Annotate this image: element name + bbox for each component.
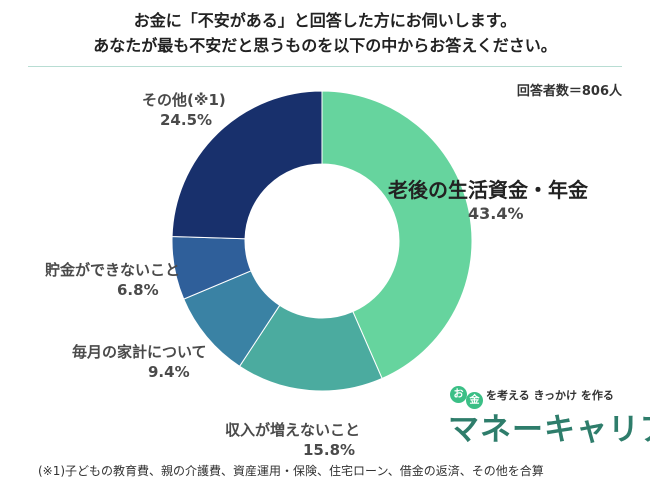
slice-other: [171, 90, 323, 240]
label-income: 収入が増えないこと 15.8%: [225, 420, 360, 460]
label-income-value: 15.8%: [303, 441, 356, 459]
label-household-value: 9.4%: [148, 363, 190, 381]
slice-retirement-funds: [321, 90, 473, 380]
label-household: 毎月の家計について 9.4%: [72, 342, 207, 382]
footnote: (※1)子どもの教育費、親の介護費、資産運用・保険、住宅ローン、借金の返済、その…: [38, 464, 544, 478]
label-other-name: その他(※1): [142, 91, 226, 109]
label-household-name: 毎月の家計について: [72, 343, 207, 361]
respondent-count: 回答者数＝806人: [516, 84, 622, 99]
label-income-name: 収入が増えないこと: [225, 421, 361, 439]
title-line-1: お金に「不安がある」と回答した方にお伺いします。: [133, 11, 517, 30]
label-retirement-funds-value: 43.4%: [468, 204, 524, 223]
label-other: その他(※1) 24.5%: [142, 90, 226, 130]
brand-logo: お 金 を考える きっかけ を作る マネーキャリア: [446, 384, 650, 448]
title-divider: [28, 66, 622, 67]
label-retirement-funds-name: 老後の生活資金・年金: [388, 178, 588, 202]
label-retirement-funds: 老後の生活資金・年金 43.4%: [388, 176, 588, 224]
brand-tagline: を考える きっかけ を作る: [486, 389, 614, 402]
label-savings: 貯金ができないこと 6.8%: [45, 260, 180, 300]
brand-bubble-o: お: [450, 386, 467, 403]
brand-wordmark: マネーキャリア: [448, 412, 650, 448]
brand-bubble-kane: 金: [466, 392, 483, 409]
chart-title: お金に「不安がある」と回答した方にお伺いします。 あなたが最も不安だと思うものを…: [0, 8, 650, 58]
label-savings-value: 6.8%: [117, 281, 159, 299]
label-other-value: 24.5%: [160, 111, 213, 129]
title-line-2: あなたが最も不安だと思うものを以下の中からお答えください。: [93, 36, 557, 55]
label-savings-name: 貯金ができないこと: [45, 261, 181, 279]
